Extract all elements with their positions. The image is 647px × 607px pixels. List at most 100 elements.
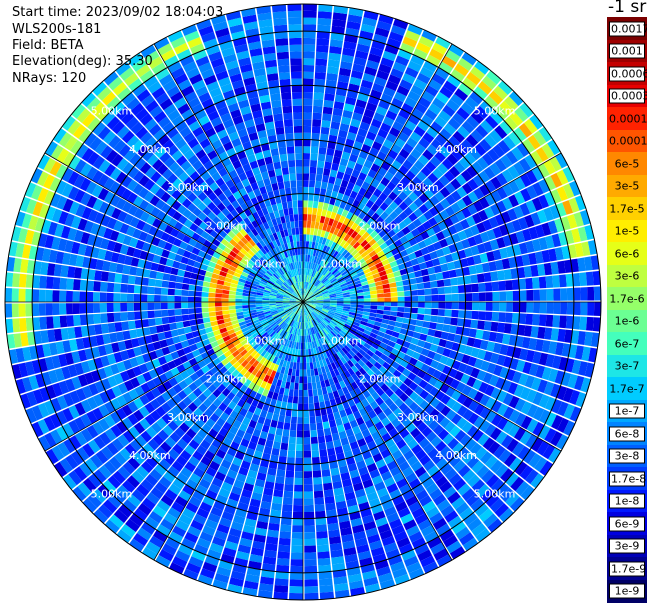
heatmap-cell (336, 293, 344, 297)
heatmap-cell (418, 137, 430, 149)
heatmap-cell (581, 346, 591, 362)
heatmap-cell (101, 323, 109, 334)
heatmap-cell (333, 337, 340, 344)
heatmap-cell (488, 331, 497, 342)
heatmap-cell (567, 373, 578, 389)
heatmap-cell (334, 94, 346, 103)
heatmap-cell (389, 201, 399, 211)
heatmap-cell (393, 343, 402, 351)
heatmap-cell (316, 272, 322, 280)
heatmap-cell (423, 459, 436, 472)
heatmap-cell (330, 303, 337, 306)
heatmap-cell (288, 443, 296, 451)
heatmap-cell (359, 277, 368, 283)
heatmap-cell (579, 316, 588, 331)
heatmap-cell (332, 156, 341, 165)
heatmap-cell (317, 388, 323, 396)
heatmap-cell (410, 313, 418, 320)
heatmap-cell (107, 322, 116, 333)
heatmap-cell (486, 251, 495, 262)
heatmap-cell (350, 259, 358, 266)
heatmap-cell (373, 33, 388, 44)
heatmap-cell (463, 319, 472, 328)
heatmap-cell (489, 162, 502, 176)
heatmap-cell (363, 254, 371, 262)
heatmap-cell (513, 161, 526, 176)
heatmap-cell (425, 260, 434, 268)
heatmap-cell (435, 67, 450, 80)
heatmap-cell (353, 354, 361, 363)
heatmap-cell (329, 306, 337, 309)
heatmap-cell (307, 291, 312, 297)
heatmap-cell (455, 352, 464, 362)
heatmap-cell (334, 149, 343, 158)
heatmap-cell (306, 314, 310, 322)
heatmap-cell (530, 264, 539, 277)
heatmap-cell (497, 140, 511, 154)
heatmap-cell (433, 548, 449, 561)
heatmap-cell (368, 282, 376, 288)
heatmap-cell (348, 285, 356, 290)
heatmap-cell (281, 510, 292, 519)
heatmap-cell (321, 209, 328, 217)
heatmap-cell (388, 320, 396, 327)
heatmap-cell (334, 314, 341, 319)
heatmap-cell (503, 323, 512, 334)
heatmap-cell (579, 272, 587, 286)
heatmap-cell (456, 107, 470, 120)
heatmap-cell (298, 396, 303, 404)
heatmap-cell (480, 360, 490, 372)
heatmap-cell (324, 317, 331, 324)
heatmap-cell (443, 486, 457, 499)
heatmap-cell (402, 489, 415, 501)
heatmap-cell (424, 85, 439, 97)
heatmap-cell (426, 54, 441, 67)
heatmap-cell (489, 239, 499, 251)
heatmap-cell (384, 397, 394, 407)
heatmap-cell (309, 302, 317, 304)
heatmap-cell (340, 179, 349, 188)
heatmap-cell (355, 244, 364, 252)
heatmap-cell (114, 322, 123, 332)
heatmap-cell (366, 369, 375, 378)
heatmap-cell (435, 475, 448, 488)
heatmap-cell (479, 138, 492, 152)
heatmap-cell (424, 308, 432, 315)
heatmap-cell (478, 381, 489, 394)
heatmap-cell (406, 154, 418, 165)
heatmap-cell (580, 302, 588, 316)
heatmap-cell (308, 306, 314, 311)
heatmap-cell (431, 258, 441, 267)
heatmap-cell (338, 331, 346, 338)
heatmap-cell (480, 120, 494, 134)
heatmap-cell (318, 236, 324, 244)
heatmap-cell (445, 302, 452, 309)
heatmap-cell (345, 138, 355, 148)
heatmap-cell (556, 169, 569, 185)
heatmap-cell (357, 302, 364, 305)
heatmap-cell (350, 304, 358, 308)
heatmap-cell (401, 126, 413, 137)
heatmap-cell (155, 271, 164, 280)
heatmap-cell (305, 268, 309, 276)
heatmap-cell (577, 257, 586, 272)
heatmap-cell (435, 401, 446, 413)
heatmap-cell (328, 274, 335, 281)
heatmap-cell (535, 147, 549, 162)
heatmap-cell (382, 50, 397, 62)
heatmap-cell (390, 25, 406, 36)
heatmap-cell (425, 161, 437, 172)
heatmap-cell (476, 157, 489, 170)
heatmap-cell (447, 333, 456, 342)
heatmap-cell (515, 255, 524, 267)
heatmap-cell (323, 482, 333, 491)
heatmap-cell (235, 298, 243, 302)
heatmap-cell (316, 304, 324, 307)
heatmap-cell (372, 325, 381, 331)
heatmap-cell (372, 83, 385, 93)
heatmap-cell (425, 335, 434, 344)
heatmap-cell (394, 397, 404, 408)
heatmap-cell (316, 38, 330, 46)
heatmap-cell (378, 99, 391, 110)
heatmap-cell (378, 427, 388, 437)
